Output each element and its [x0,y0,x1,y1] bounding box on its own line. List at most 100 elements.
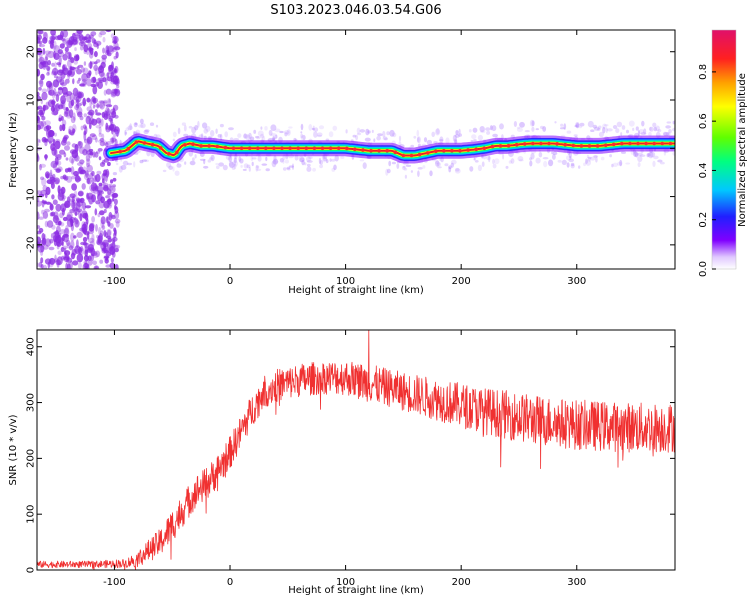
heatmap-halo-cell [250,136,255,141]
heatmap-xtick-label: 200 [452,276,471,287]
heatmap-peak-point [312,146,317,151]
heatmap-halo-cell [288,126,293,129]
heatmap-halo-cell [311,127,315,131]
heatmap-halo-cell [300,133,304,139]
heatmap-noise-cell [63,234,69,243]
heatmap-halo-cell [155,124,159,128]
heatmap-halo-cell [118,165,123,173]
heatmap-halo-cell [299,157,305,163]
heatmap-noise-cell [55,203,62,212]
heatmap-halo-cell [605,127,608,134]
heatmap-noise-cell [48,82,54,91]
heatmap-halo-cell [318,125,325,130]
heatmap-noise-cell [112,107,116,113]
heatmap-halo-cell [448,165,452,169]
heatmap-noise-cell [65,257,73,264]
heatmap-peak-point [255,146,260,151]
heatmap-noise-cell [105,252,112,257]
heatmap-noise-cell [78,141,83,148]
heatmap-noise-cell [37,230,42,235]
heatmap-noise-cell [71,183,77,191]
heatmap-halo-cell [199,158,206,161]
heatmap-noise-cell [55,104,59,109]
heatmap-noise-cell [67,51,71,60]
heatmap-noise-cell [41,177,47,187]
heatmap-halo-cell [314,127,319,132]
heatmap-halo-cell [437,166,442,169]
heatmap-halo-cell [593,126,600,131]
heatmap-halo-cell [416,136,421,144]
heatmap-halo-cell [181,122,186,126]
heatmap-halo-cell [575,122,580,128]
heatmap-noise-cell [51,98,56,108]
heatmap-halo-cell [272,138,276,141]
heatmap-halo-cell [216,165,220,170]
heatmap-noise-cell [98,156,102,161]
heatmap-halo-cell [583,162,587,167]
heatmap-halo-cell [434,128,441,136]
heatmap-noise-cell [62,30,69,38]
heatmap-halo-cell [477,164,482,172]
heatmap-peak-point [353,147,357,152]
heatmap-noise-cell [113,46,121,51]
heatmap-noise-cell [84,125,88,135]
heatmap-halo-cell [176,163,182,168]
heatmap-halo-cell [477,134,483,141]
heatmap-halo-cell [637,130,641,136]
heatmap-noise-cell [61,38,65,42]
heatmap-halo-cell [127,125,133,131]
heatmap-halo-cell [439,139,444,142]
heatmap-halo-cell [260,126,263,130]
heatmap-noise-cell [73,190,78,200]
heatmap-halo-cell [579,122,585,127]
heatmap-halo-cell [255,165,260,170]
heatmap-noise-cell [81,221,86,227]
heatmap-halo-cell [413,135,417,139]
heatmap-halo-cell [426,139,433,145]
snr-series-line [37,330,675,570]
heatmap-halo-cell [188,125,193,129]
heatmap-noise-cell [105,232,108,238]
heatmap-halo-cell [385,168,389,176]
heatmap-noise-cell [112,239,116,248]
heatmap-noise-cell [78,77,81,82]
heatmap-noise-cell [114,88,121,97]
heatmap-noise-cell [101,133,105,140]
heatmap-halo-cell [240,164,243,168]
heatmap-halo-cell [333,164,337,171]
heatmap-halo-cell [308,124,313,131]
heatmap-halo-cell [306,163,311,167]
heatmap-halo-cell [220,133,223,140]
heatmap-noise-cell [95,82,99,87]
heatmap-noise-cell [99,100,105,110]
heatmap-noise-cell [105,168,110,178]
heatmap-noise-cell [56,225,61,234]
heatmap-noise-cell [95,200,101,205]
heatmap-halo-cell [168,165,173,170]
heatmap-noise-cell [103,184,109,192]
heatmap-noise-cell [73,55,80,62]
heatmap-halo-cell [628,120,635,127]
heatmap-halo-cell [620,132,623,137]
heatmap-noise-cell [58,87,63,91]
heatmap-noise-cell [49,203,54,211]
heatmap-halo-cell [275,134,278,139]
heatmap-halo-cell [129,123,132,131]
heatmap-halo-cell [611,163,614,168]
heatmap-noise-cell [80,169,86,174]
heatmap-halo-cell [306,160,313,163]
heatmap-halo-cell [382,136,388,141]
heatmap-peak-point [142,141,147,145]
heatmap-halo-cell [639,154,646,157]
heatmap-noise-cell [49,202,53,210]
heatmap-noise-cell [37,68,41,77]
heatmap-noise-cell [83,113,88,118]
heatmap-peak-point [231,146,236,151]
heatmap-noise-cell [82,97,86,107]
heatmap-halo-cell [218,162,225,167]
heatmap-halo-cell [641,120,645,127]
heatmap-halo-cell [508,160,513,164]
heatmap-halo-cell [633,151,639,157]
heatmap-halo-cell [140,123,146,129]
heatmap-halo-cell [155,134,161,139]
